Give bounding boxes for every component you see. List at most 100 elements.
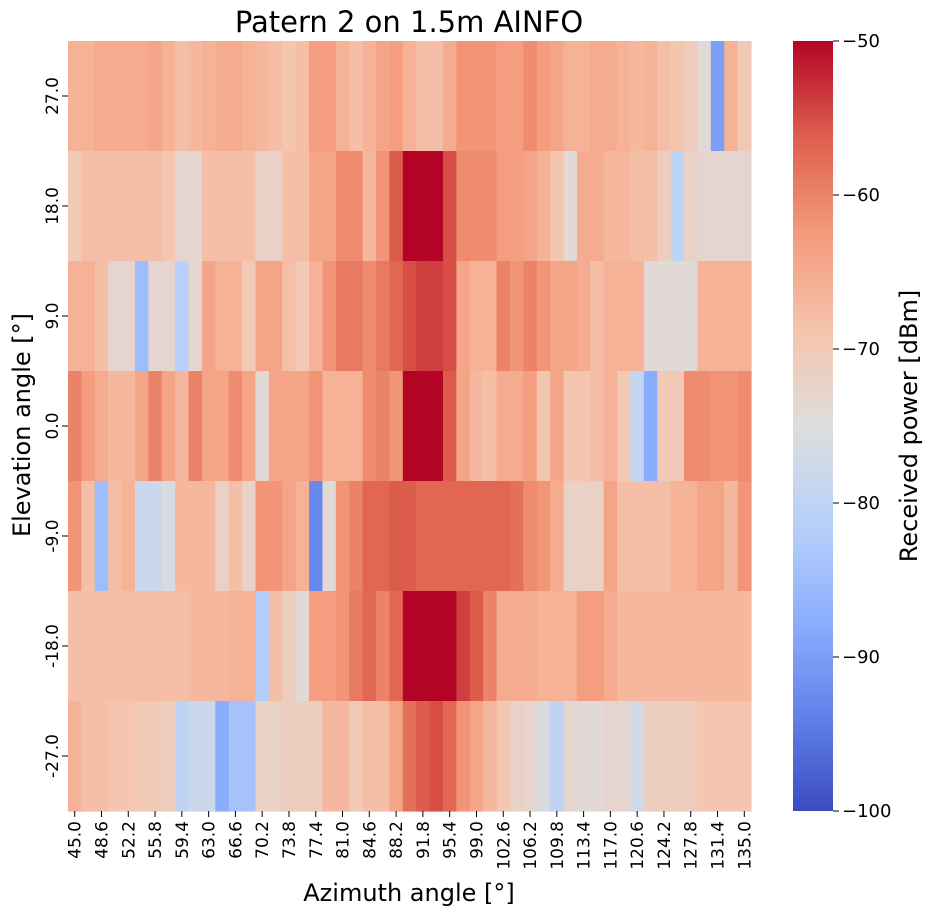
heatmap-cell	[228, 701, 243, 812]
heatmap-cell	[536, 261, 551, 372]
heatmap-cell	[81, 591, 96, 702]
heatmap-cell	[362, 41, 377, 152]
heatmap-cell	[643, 481, 658, 592]
heatmap-cell	[670, 481, 685, 592]
heatmap-cell	[483, 481, 498, 592]
heatmap-cell	[456, 371, 471, 482]
heatmap-cell	[416, 41, 431, 152]
heatmap-cell	[697, 371, 712, 482]
colorbar-label: Received power [dBm]	[895, 290, 923, 562]
heatmap-cell	[134, 371, 149, 482]
heatmap-cell	[617, 261, 632, 372]
heatmap-cell	[509, 371, 524, 482]
colorbar-tick-label: −90	[842, 647, 880, 668]
y-tick-label: 0.0	[43, 412, 63, 439]
heatmap-cell	[643, 371, 658, 482]
heatmap-cell	[201, 41, 216, 152]
heatmap-cell	[684, 701, 699, 812]
heatmap-cell	[295, 591, 310, 702]
heatmap-cell	[228, 481, 243, 592]
heatmap-cell	[469, 481, 484, 592]
heatmap-cell	[416, 591, 431, 702]
heatmap-cell	[710, 481, 725, 592]
heatmap-cell	[563, 41, 578, 152]
heatmap-cell	[389, 41, 404, 152]
heatmap-cell	[603, 151, 618, 262]
heatmap-cell	[188, 591, 203, 702]
heatmap-cell	[242, 371, 257, 482]
heatmap-cell	[228, 151, 243, 262]
heatmap-cell	[402, 701, 417, 812]
heatmap-cell	[697, 261, 712, 372]
heatmap-cell	[550, 371, 565, 482]
heatmap-cell	[710, 151, 725, 262]
heatmap-cell	[590, 371, 605, 482]
heatmap-cell	[362, 151, 377, 262]
colorbar-tick-label: −60	[842, 185, 880, 206]
heatmap-cell	[121, 151, 136, 262]
heatmap-cell	[295, 41, 310, 152]
heatmap-cell	[389, 481, 404, 592]
x-tick-label: 109.8	[548, 821, 568, 870]
heatmap-cell	[710, 591, 725, 702]
heatmap-cell	[536, 481, 551, 592]
heatmap-cell	[509, 41, 524, 152]
heatmap-cell	[376, 261, 391, 372]
heatmap-cell	[603, 261, 618, 372]
heatmap-cell	[523, 481, 538, 592]
heatmap-cell	[550, 41, 565, 152]
heatmap-cell	[684, 481, 699, 592]
heatmap-cell	[563, 261, 578, 372]
heatmap-cell	[68, 371, 82, 482]
heatmap-cell	[630, 261, 645, 372]
colorbar-tick-label: −50	[842, 31, 880, 52]
heatmap-cell	[429, 701, 444, 812]
heatmap-cell	[416, 371, 431, 482]
x-tick-label: 77.4	[307, 821, 327, 859]
heatmap-cell	[416, 481, 431, 592]
heatmap-cell	[402, 41, 417, 152]
heatmap-cell	[576, 371, 591, 482]
heatmap-cell	[509, 261, 524, 372]
heatmap-cell	[523, 371, 538, 482]
heatmap-cell	[148, 371, 163, 482]
heatmap-cell	[657, 261, 672, 372]
heatmap-cell	[496, 371, 511, 482]
heatmap-cell	[483, 701, 498, 812]
heatmap-cell	[416, 151, 431, 262]
heatmap-cell	[590, 481, 605, 592]
heatmap-cell	[550, 151, 565, 262]
heatmap-cell	[724, 151, 739, 262]
colorbar-tick-label: −100	[842, 801, 891, 822]
heatmap-cell	[134, 261, 149, 372]
heatmap-cell	[576, 481, 591, 592]
heatmap-cell	[201, 701, 216, 812]
heatmap-cell	[617, 481, 632, 592]
heatmap-cell	[268, 261, 283, 372]
heatmap-cell	[201, 151, 216, 262]
heatmap-cell	[121, 591, 136, 702]
heatmap-cell	[108, 701, 123, 812]
x-tick-label: 113.4	[575, 821, 595, 870]
heatmap-cell	[643, 591, 658, 702]
heatmap-cell	[630, 481, 645, 592]
x-tick-label: 73.8	[280, 821, 300, 859]
heatmap-cell	[108, 591, 123, 702]
heatmap-cell	[94, 481, 109, 592]
heatmap-cell	[576, 41, 591, 152]
heatmap-cell	[242, 591, 257, 702]
heatmap-cell	[255, 261, 270, 372]
heatmap-cell	[81, 701, 96, 812]
heatmap-cell	[402, 151, 417, 262]
heatmap-cell	[509, 701, 524, 812]
x-tick-label: 70.2	[253, 821, 273, 859]
y-axis-ticks: 27.0 18.0 9.0 0.0 -9.0 -18.0 -27.0	[43, 77, 68, 778]
heatmap-cell	[215, 41, 230, 152]
x-tick-label: 88.2	[387, 821, 407, 859]
heatmap-cell	[349, 701, 364, 812]
heatmap-cell	[550, 591, 565, 702]
heatmap-cell	[282, 701, 297, 812]
heatmap-cell	[376, 481, 391, 592]
heatmap-cell	[416, 261, 431, 372]
